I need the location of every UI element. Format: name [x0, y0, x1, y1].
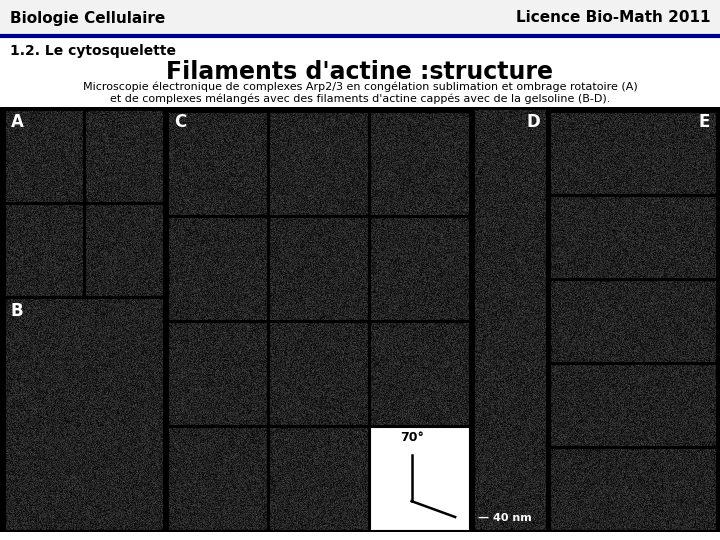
- Text: 1.2. Le cytosquelette: 1.2. Le cytosquelette: [10, 44, 176, 58]
- Bar: [0, 107, 720, 532]
- Bar: [550, 280, 716, 362]
- Bar: [0, 0, 720, 36]
- Bar: [5, 298, 163, 530]
- Bar: [5, 110, 83, 202]
- Text: Filaments d'actine :structure: Filaments d'actine :structure: [166, 60, 554, 84]
- Bar: [370, 322, 469, 425]
- Text: E: E: [698, 113, 710, 131]
- Text: D: D: [526, 113, 540, 131]
- Text: Microscopie électronique de complexes Arp2/3 en congélation sublimation et ombra: Microscopie électronique de complexes Ar…: [83, 82, 637, 92]
- Text: A: A: [11, 113, 24, 131]
- Text: — 40 nm: — 40 nm: [478, 513, 532, 523]
- Bar: [269, 322, 368, 425]
- Bar: [269, 112, 368, 215]
- Bar: [85, 204, 163, 296]
- Bar: [168, 322, 267, 425]
- Bar: [85, 110, 163, 202]
- Bar: [168, 217, 267, 320]
- Text: 70°: 70°: [400, 431, 423, 444]
- Bar: [370, 217, 469, 320]
- Bar: [370, 427, 469, 530]
- Bar: [269, 427, 368, 530]
- Bar: [474, 109, 546, 530]
- Text: B: B: [11, 302, 24, 320]
- Bar: [550, 448, 716, 530]
- Text: C: C: [174, 113, 186, 131]
- Bar: [550, 112, 716, 194]
- Text: Biologie Cellulaire: Biologie Cellulaire: [10, 10, 166, 25]
- Bar: [269, 217, 368, 320]
- Text: Licence Bio-Math 2011: Licence Bio-Math 2011: [516, 10, 710, 25]
- Bar: [550, 364, 716, 446]
- Bar: [168, 112, 267, 215]
- Bar: [168, 427, 267, 530]
- Bar: [5, 204, 83, 296]
- Text: et de complexes mélangés avec des filaments d'actine cappés avec de la gelsoline: et de complexes mélangés avec des filame…: [110, 94, 610, 105]
- Bar: [550, 196, 716, 278]
- Bar: [370, 112, 469, 215]
